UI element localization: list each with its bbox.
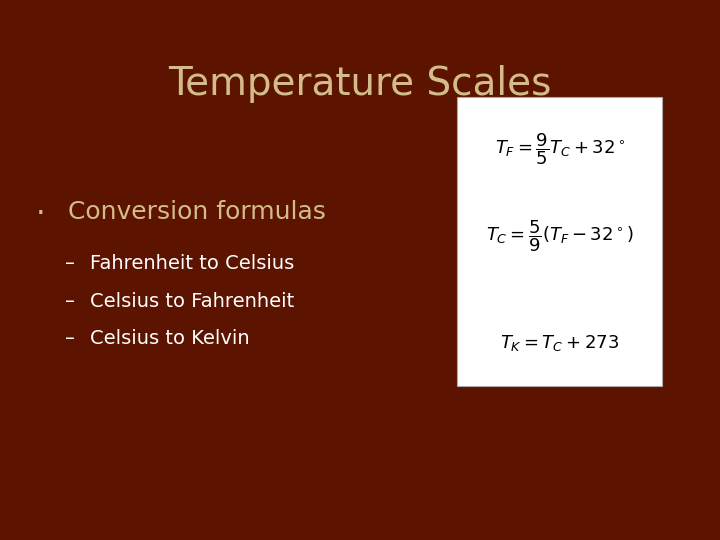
Text: Conversion formulas: Conversion formulas [68,200,326,224]
Text: $T_K = T_C + 273$: $T_K = T_C + 273$ [500,333,619,353]
Text: Celsius to Fahrenheit: Celsius to Fahrenheit [90,292,294,310]
Text: –: – [65,292,75,310]
Text: Fahrenheit to Celsius: Fahrenheit to Celsius [90,254,294,273]
FancyBboxPatch shape [457,97,662,386]
Text: –: – [65,254,75,273]
Text: $T_F = \dfrac{9}{5}T_C + 32^\circ$: $T_F = \dfrac{9}{5}T_C + 32^\circ$ [495,131,625,167]
Text: Celsius to Kelvin: Celsius to Kelvin [90,329,250,348]
Text: –: – [65,329,75,348]
Text: Temperature Scales: Temperature Scales [168,65,552,103]
Text: ·: · [36,200,45,229]
Text: $T_C = \dfrac{5}{9}(T_F - 32^\circ)$: $T_C = \dfrac{5}{9}(T_F - 32^\circ)$ [486,218,634,254]
